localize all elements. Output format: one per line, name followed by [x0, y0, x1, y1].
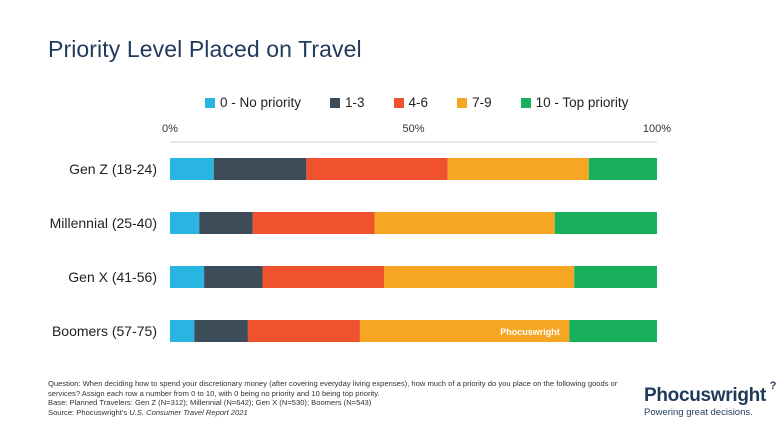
legend-label: 4-6 [408, 95, 429, 110]
category-label: Gen X (41-56) [68, 269, 157, 285]
speech-bubble-icon: ⁢? [769, 380, 777, 392]
footnote: Question: When deciding how to spend you… [48, 379, 618, 417]
bar-segment [554, 212, 657, 234]
bar-segment [199, 212, 253, 234]
legend-swatch [520, 97, 531, 108]
legend-item: 7-9 [457, 95, 492, 110]
legend-label: 0 - No priority [220, 95, 302, 110]
bar-segment [588, 158, 657, 180]
legend-item: 1-3 [330, 95, 365, 110]
footnote-base: Base: Planned Travelers: Gen Z (N=312); … [48, 398, 372, 408]
legend-swatch [205, 97, 215, 108]
bar-segment [384, 266, 575, 288]
x-tick-label: 100% [643, 123, 671, 135]
bar-segment [262, 266, 385, 288]
logo-wordmark: Phocuswright ⁢? [643, 380, 776, 406]
legend-label: 10 - Top priority [535, 95, 629, 110]
chart-title: Priority Level Placed on Travel [48, 36, 362, 62]
legend-label: 7-9 [472, 95, 492, 110]
bar-segment [194, 320, 248, 342]
bar-segment [213, 158, 307, 180]
chart-legend: 0 - No priority 1-3 4-6 7-9 10 - Top priorit… [205, 95, 657, 110]
bar-segment [447, 158, 589, 180]
bar-segment [374, 212, 555, 234]
legend-item: 4-6 [393, 95, 429, 110]
legend-label: 1-3 [345, 95, 365, 110]
legend-swatch [393, 97, 404, 108]
logo-tagline: Powering great decisions. [643, 407, 753, 418]
stacked-bar-chart: 0% 50% 100% Gen Z (18-24) Millennial (25-40)… [50, 123, 671, 342]
bar-segment [574, 266, 657, 288]
footnote-source: Source: Phocuswright's U.S. Consumer Tra… [48, 407, 248, 417]
bar-segment [247, 320, 360, 342]
bar-segment [359, 320, 570, 342]
watermark: Phocuswright [500, 327, 560, 337]
brand-logo: Phocuswright ⁢? Powering great decisions. [643, 380, 776, 418]
legend-swatch [457, 97, 468, 108]
bar-segment [170, 266, 205, 288]
legend-swatch [330, 97, 341, 108]
legend-item: 0 - No priority [205, 95, 301, 110]
bar-segment [569, 320, 657, 342]
bar-segment [170, 158, 214, 180]
category-label: Millennial (25-40) [50, 215, 157, 231]
bar-segment [204, 266, 263, 288]
category-label: Gen Z (18-24) [69, 161, 157, 177]
x-tick-label: 50% [402, 123, 424, 135]
legend-item: 10 - Top priority [520, 95, 629, 110]
bar-segment [170, 212, 200, 234]
footnote-question: Question: When deciding how to spend you… [48, 379, 618, 398]
x-tick-label: 0% [162, 123, 178, 135]
bar-segment [252, 212, 375, 234]
bar-segment [306, 158, 448, 180]
bar-segment [170, 320, 195, 342]
category-label: Boomers (57-75) [52, 323, 157, 339]
